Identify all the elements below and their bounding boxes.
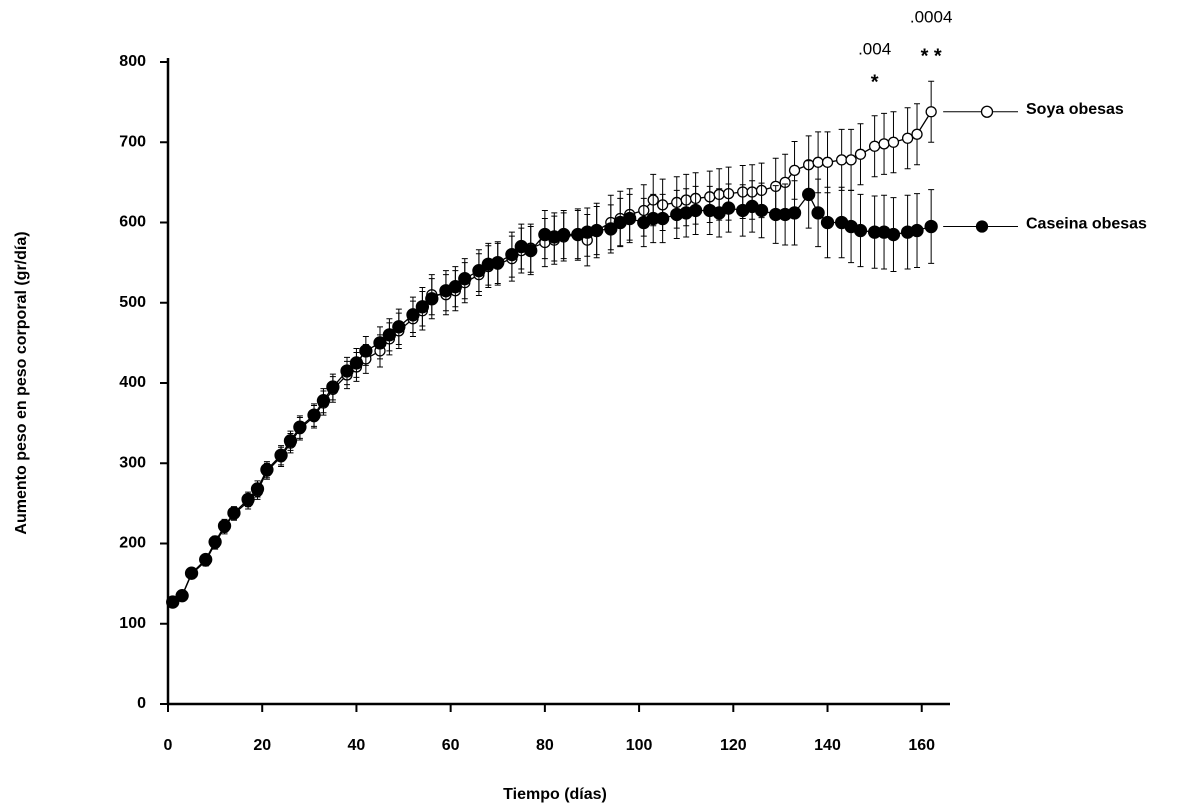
point — [845, 154, 857, 166]
point — [217, 519, 232, 533]
point — [227, 506, 241, 520]
point — [359, 344, 373, 358]
point — [326, 380, 340, 394]
point — [811, 206, 825, 220]
point — [754, 203, 769, 218]
y-tick-label: 500 — [119, 294, 146, 311]
x-tick-label: 100 — [626, 737, 653, 754]
series-line — [172, 111, 932, 602]
x-tick-label: 20 — [253, 737, 271, 754]
point — [505, 247, 519, 262]
point — [910, 223, 924, 238]
y-tick-label: 600 — [119, 214, 146, 231]
point — [199, 552, 213, 567]
point — [924, 219, 938, 234]
x-axis-label: Tiempo (días) — [503, 786, 607, 803]
point — [812, 156, 824, 168]
series-line — [172, 193, 932, 603]
point — [448, 280, 463, 294]
point — [392, 320, 406, 334]
point — [382, 328, 397, 342]
point — [886, 227, 901, 242]
point — [184, 566, 199, 580]
point — [406, 308, 420, 322]
point — [787, 206, 802, 220]
annotation: * — [871, 71, 879, 93]
point — [590, 223, 604, 238]
point — [241, 492, 255, 507]
x-tick-label: 60 — [442, 737, 460, 754]
x-tick-label: 40 — [348, 737, 366, 754]
point — [491, 255, 505, 270]
y-axis-label: Aumento peso en peso corporal (gr/día) — [13, 231, 30, 534]
point — [166, 595, 180, 609]
annotation: .0004 — [910, 7, 953, 26]
point — [853, 223, 868, 238]
point — [623, 211, 637, 226]
y-tick-label: 0 — [137, 695, 146, 712]
x-tick-label: 120 — [720, 737, 747, 754]
y-tick-label: 800 — [119, 53, 146, 70]
point — [415, 300, 430, 314]
point — [307, 408, 321, 422]
point — [472, 263, 486, 278]
point — [878, 138, 890, 150]
point — [316, 394, 331, 408]
point — [208, 535, 222, 549]
y-tick-label: 300 — [119, 454, 146, 471]
point — [373, 336, 387, 350]
legend-label: Caseina obesas — [1026, 216, 1147, 233]
point — [293, 420, 307, 434]
legend-label: Soya obesas — [1026, 101, 1124, 118]
x-tick-label: 160 — [908, 737, 935, 754]
point — [802, 187, 816, 202]
y-tick-label: 100 — [119, 615, 146, 632]
point — [260, 463, 274, 477]
point — [425, 292, 439, 306]
legend-marker — [975, 220, 989, 233]
point — [836, 154, 848, 166]
point — [557, 227, 571, 242]
point — [688, 203, 703, 218]
point — [868, 140, 881, 152]
point — [524, 243, 538, 258]
legend-marker — [980, 105, 994, 118]
point — [283, 434, 298, 448]
y-tick-label: 400 — [119, 374, 146, 391]
annotation: * * — [921, 45, 942, 67]
point — [458, 272, 472, 286]
point — [901, 132, 914, 144]
point — [821, 156, 834, 168]
point — [887, 136, 900, 148]
x-tick-label: 140 — [814, 737, 841, 754]
point — [274, 448, 288, 462]
point — [175, 589, 189, 603]
y-tick-label: 700 — [119, 133, 146, 150]
y-tick-label: 200 — [119, 535, 146, 552]
point — [854, 148, 867, 160]
x-tick-label: 80 — [536, 737, 554, 754]
point — [340, 364, 354, 378]
point — [721, 201, 736, 215]
point — [925, 106, 937, 118]
point — [820, 215, 835, 230]
annotation: .004 — [858, 39, 891, 58]
x-tick-label: 0 — [164, 737, 173, 754]
point — [788, 164, 801, 176]
point — [250, 482, 265, 496]
point — [911, 128, 923, 140]
point — [655, 211, 670, 226]
point — [604, 222, 618, 236]
point — [349, 356, 364, 370]
